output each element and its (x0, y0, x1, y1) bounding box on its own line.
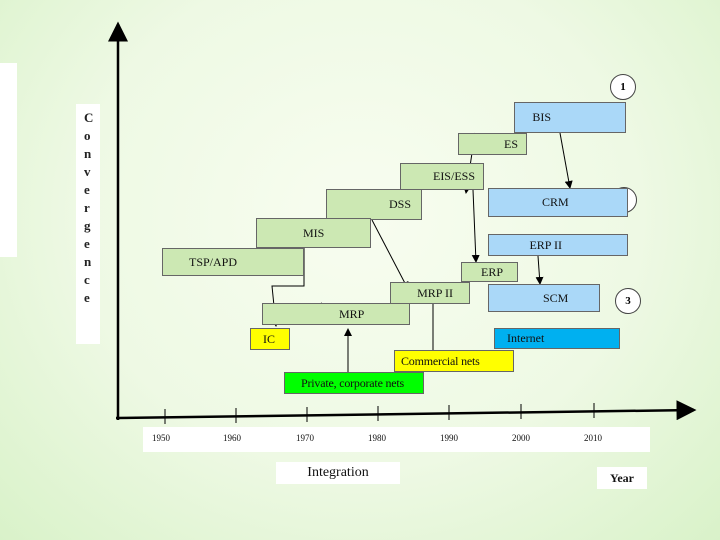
y-letter: C (84, 110, 94, 125)
box-private: Private, corporate nets (284, 372, 424, 394)
box-internet: Internet (494, 328, 620, 349)
y-letter: e (84, 182, 90, 197)
y-letter: n (84, 146, 92, 161)
y-letter: r (84, 200, 90, 215)
year-tick-panel (143, 427, 650, 452)
y-letter: g (84, 218, 91, 233)
y-letter: e (84, 290, 90, 305)
year-label: Year (597, 467, 647, 489)
box-mrp: MRP (262, 303, 410, 325)
y-letter: o (84, 128, 91, 143)
y-letter: c (84, 272, 90, 287)
box-erp: ERP (461, 262, 518, 282)
x-tick-label: 1950 (152, 433, 170, 443)
x-tick-label: 2010 (584, 433, 602, 443)
box-es: ES (458, 133, 527, 155)
box-crm: CRM (488, 188, 628, 217)
left-side-panel (0, 63, 17, 257)
x-tick-label: 1980 (368, 433, 386, 443)
marker-1: 1 (610, 74, 636, 100)
y-letter: e (84, 236, 90, 251)
x-tick-label: 1970 (296, 433, 314, 443)
box-scm: SCM (488, 284, 600, 312)
box-mis: MIS (256, 218, 371, 248)
convergence-label-panel (76, 104, 100, 344)
box-commercial: Commercial nets (394, 350, 514, 372)
x-tick-label: 1990 (440, 433, 458, 443)
box-bis: BIS (514, 102, 626, 133)
x-axis-title: Integration (276, 462, 400, 484)
box-mrp2: MRP II (390, 282, 470, 304)
y-letter: n (84, 254, 92, 269)
marker-3: 3 (615, 288, 641, 314)
box-eis: EIS/ESS (400, 163, 484, 190)
y-letter: v (84, 164, 91, 179)
x-tick-label: 1960 (223, 433, 241, 443)
x-tick-label: 2000 (512, 433, 530, 443)
box-erp2: ERP II (488, 234, 628, 256)
box-ic: IC (250, 328, 290, 350)
x-axis (115, 400, 697, 421)
box-tsp: TSP/APD (162, 248, 304, 276)
box-dss: DSS (326, 189, 422, 220)
